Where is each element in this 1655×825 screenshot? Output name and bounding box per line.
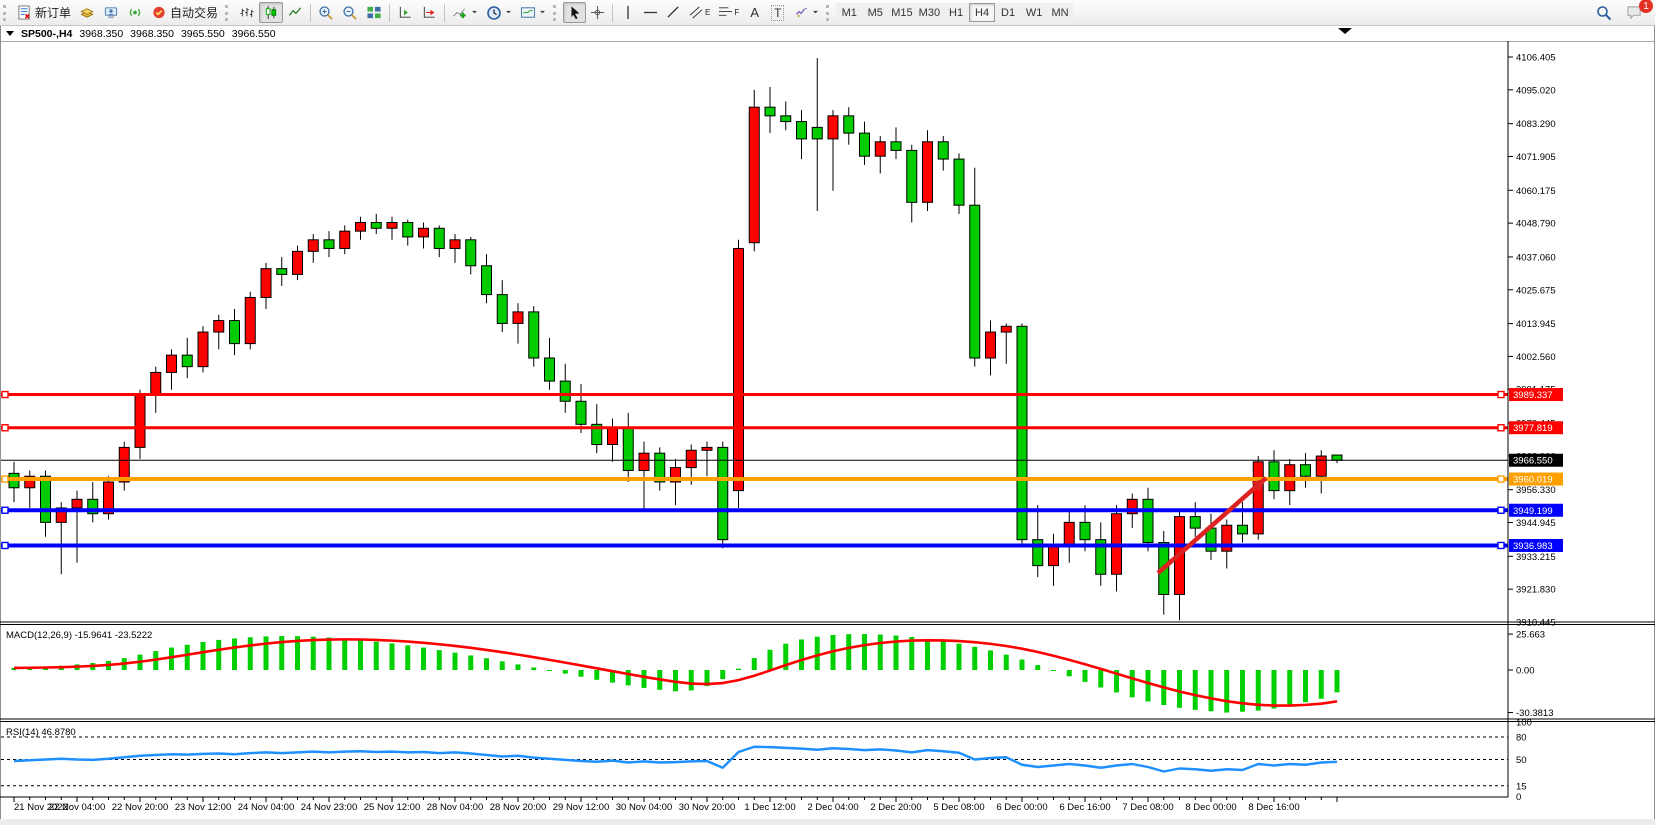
bar-chart-icon (240, 7, 254, 18)
signals-icon (129, 8, 141, 17)
zoom-in-button[interactable] (314, 2, 338, 23)
text-label-button[interactable]: T (766, 2, 789, 23)
auto-scroll-icon (399, 6, 411, 18)
auto-trading-label: 自动交易 (170, 6, 219, 20)
timeframe-d1-button[interactable]: D1 (995, 3, 1022, 22)
indicators-add-icon (453, 8, 466, 19)
text-button[interactable]: A (743, 2, 766, 23)
new-order-button[interactable]: 新订单 (13, 2, 75, 23)
toolbar-grip[interactable] (826, 4, 832, 21)
user-terminal-icon (104, 7, 118, 19)
horizontal-line-button[interactable] (639, 2, 662, 23)
timeframe-m15-button[interactable]: M15 (888, 3, 916, 22)
ohlc-low: 3965.550 (180, 27, 225, 40)
timeframe-h1-button[interactable]: H1 (943, 3, 970, 22)
terminal-user-button[interactable] (99, 2, 123, 23)
layers-icon (80, 8, 94, 18)
auto-trading-icon (153, 6, 165, 19)
chevron-down-icon (506, 10, 512, 14)
line-chart-button[interactable] (283, 2, 307, 23)
bar-chart-button[interactable] (235, 2, 259, 23)
zoom-out-icon (343, 5, 357, 20)
chart-shift-icon (423, 6, 435, 18)
ohlc-close: 3966.550 (231, 27, 276, 40)
trendline-icon (667, 6, 679, 18)
clock-icon (487, 5, 501, 20)
layers-button[interactable] (75, 2, 99, 23)
vertical-line-icon (626, 5, 629, 20)
timeframe-w1-button[interactable]: W1 (1021, 3, 1048, 22)
tile-windows-icon (367, 6, 381, 19)
chart-titlebar: SP500-,H4 3968.350 3968.350 3965.550 396… (1, 26, 1654, 42)
crosshair-icon (590, 5, 605, 20)
crosshair-button[interactable] (586, 2, 609, 23)
ohlc-open: 3968.350 (79, 27, 124, 40)
horizontal-line-icon (643, 11, 658, 14)
trendline-button[interactable] (662, 2, 685, 23)
timeframe-m30-button[interactable]: M30 (915, 3, 944, 22)
symbol-dropdown-icon[interactable] (6, 31, 14, 36)
search-icon (1597, 5, 1612, 20)
candlestick-chart-button[interactable] (259, 2, 284, 23)
indicators-button[interactable] (448, 2, 482, 23)
arrow-objects-icon (796, 7, 807, 18)
channel-icon (689, 6, 703, 19)
cursor-icon (571, 6, 579, 20)
status-strip (0, 819, 1655, 825)
arrows-button[interactable] (789, 2, 823, 23)
label-tool-icon: T (771, 4, 785, 21)
zoom-out-button[interactable] (338, 2, 362, 23)
timeframe-m1-button[interactable]: M1 (836, 3, 863, 22)
chevron-down-icon (472, 10, 478, 14)
periods-button[interactable] (482, 2, 516, 23)
fibonacci-button[interactable]: F (714, 2, 743, 23)
chart-window[interactable]: SP500-,H4 3968.350 3968.350 3965.550 396… (0, 25, 1655, 820)
timeframe-mn-button[interactable]: MN (1047, 3, 1074, 22)
signals-button[interactable] (123, 2, 147, 23)
chevron-down-icon (540, 10, 546, 14)
chart-shift-button[interactable] (417, 2, 441, 23)
toolbar-grip[interactable] (225, 4, 231, 21)
vertical-line-button[interactable] (616, 2, 639, 23)
line-chart-icon (288, 7, 302, 16)
auto-scroll-button[interactable] (393, 2, 417, 23)
timeframe-m5-button[interactable]: M5 (862, 3, 889, 22)
tile-windows-button[interactable] (362, 2, 386, 23)
toolbar-separator (389, 3, 391, 22)
chart-template-icon (521, 7, 536, 18)
toolbar-grip[interactable] (3, 4, 9, 21)
auto-trading-button[interactable]: 自动交易 (147, 2, 222, 23)
notification-badge: 1 (1639, 0, 1653, 13)
timeframe-h4-button[interactable]: H4 (969, 3, 996, 22)
new-order-label: 新订单 (35, 6, 72, 20)
candlestick-chart-icon (265, 5, 277, 20)
main-toolbar: 新订单 自动交易 (0, 0, 1655, 26)
toolbar-separator (612, 3, 614, 22)
text-tool-icon: A (750, 5, 760, 20)
channel-letter: E (705, 8, 711, 17)
new-order-icon (18, 5, 30, 20)
fibo-letter: F (734, 8, 740, 17)
templates-button[interactable] (516, 2, 550, 23)
cursor-button[interactable] (563, 2, 587, 23)
ohlc-high: 3968.350 (130, 27, 174, 40)
toolbar-grip[interactable] (553, 4, 559, 21)
chart-symbol-period: SP500-,H4 (21, 27, 73, 40)
fibonacci-icon (719, 7, 733, 16)
zoom-in-icon (319, 5, 333, 20)
notifications-button[interactable]: 1 (1622, 0, 1653, 23)
equidistant-channel-button[interactable]: E (685, 2, 714, 23)
chevron-down-icon (813, 10, 819, 14)
search-button[interactable] (1592, 2, 1616, 23)
toolbar-separator (310, 3, 312, 22)
toolbar-separator (444, 3, 446, 22)
